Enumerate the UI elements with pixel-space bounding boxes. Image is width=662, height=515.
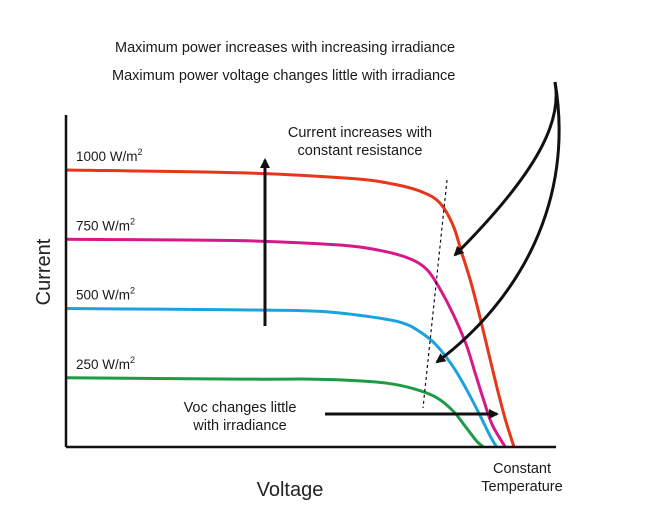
annotation-voc-line2: with irradiance [192, 418, 287, 434]
annotation-voc-line1: Voc changes little [184, 400, 297, 416]
annotation-current-line2: constant resistance [298, 143, 423, 159]
series-line-1 [65, 237, 507, 448]
max-power-dashed-line [422, 179, 448, 409]
series-curves: 1000 W/m2 750 W/m2 500 W/m2 250 W/m2 [65, 147, 516, 449]
series-line-0 [65, 168, 516, 448]
annotation-current-line1: Current increases with [288, 125, 432, 141]
y-axis-label: Current [33, 238, 55, 305]
series-label-3: 250 W/m2 [76, 355, 135, 372]
series-label-0: 1000 W/m2 [76, 147, 143, 164]
annotation-constant: Constant [493, 461, 551, 477]
series-label-2: 500 W/m2 [76, 286, 135, 303]
series-label-1: 750 W/m2 [76, 216, 135, 233]
x-axis-label: Voltage [257, 479, 324, 501]
annotation-temperature: Temperature [481, 479, 562, 495]
series-line-3 [65, 376, 485, 449]
annotation-max-power-voltage: Maximum power voltage changes little wit… [112, 68, 455, 84]
arrow-max-power-lower [435, 81, 561, 364]
annotation-max-power-irradiance: Maximum power increases with increasing … [115, 40, 455, 56]
